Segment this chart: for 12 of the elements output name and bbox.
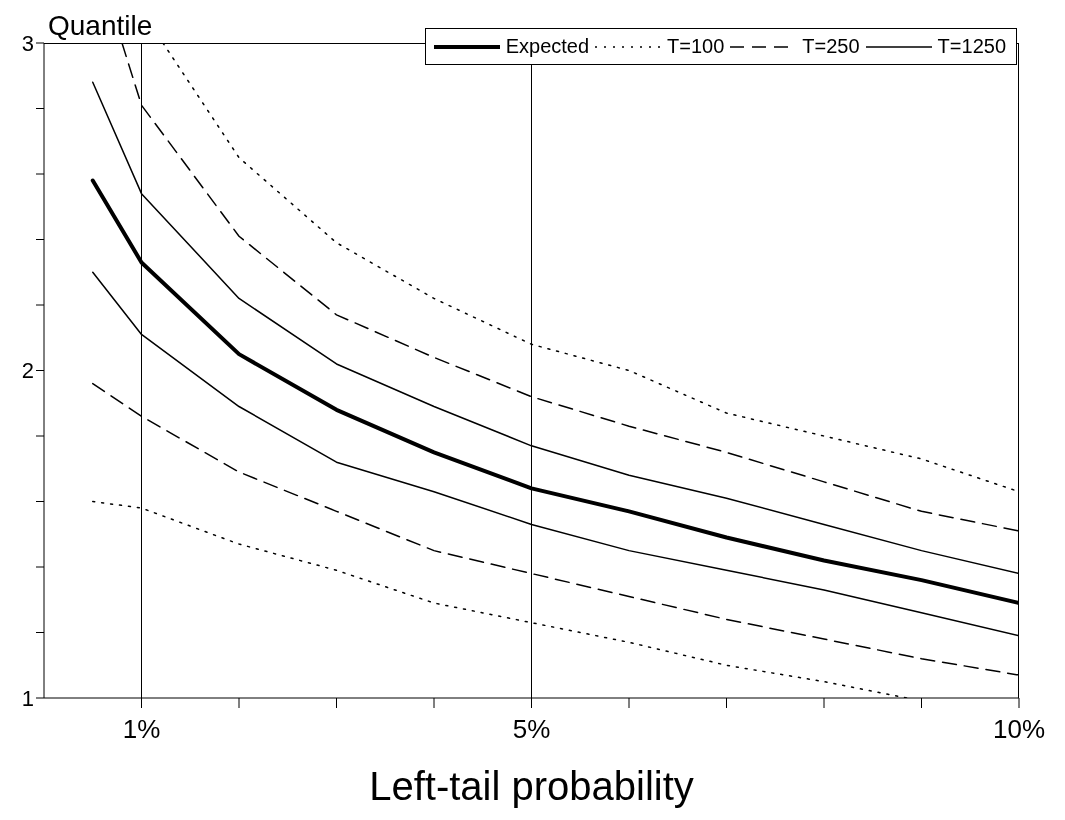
legend-label: T=250 xyxy=(802,35,860,58)
y-tick-label: 3 xyxy=(21,30,34,56)
y-tick-label: 1 xyxy=(21,685,34,711)
legend-label: T=100 xyxy=(667,35,725,58)
x-tick-label: 1% xyxy=(122,714,161,745)
x-axis-title: Left-tail probability xyxy=(369,764,694,808)
y-tick-label: 2 xyxy=(21,358,34,384)
y-axis-title: Quantile xyxy=(48,10,153,42)
x-tick-label: 5% xyxy=(512,714,551,745)
x-tick-label: 10% xyxy=(992,714,1046,745)
legend-label: Expected xyxy=(505,35,590,58)
legend-label: T=1250 xyxy=(937,35,1006,58)
